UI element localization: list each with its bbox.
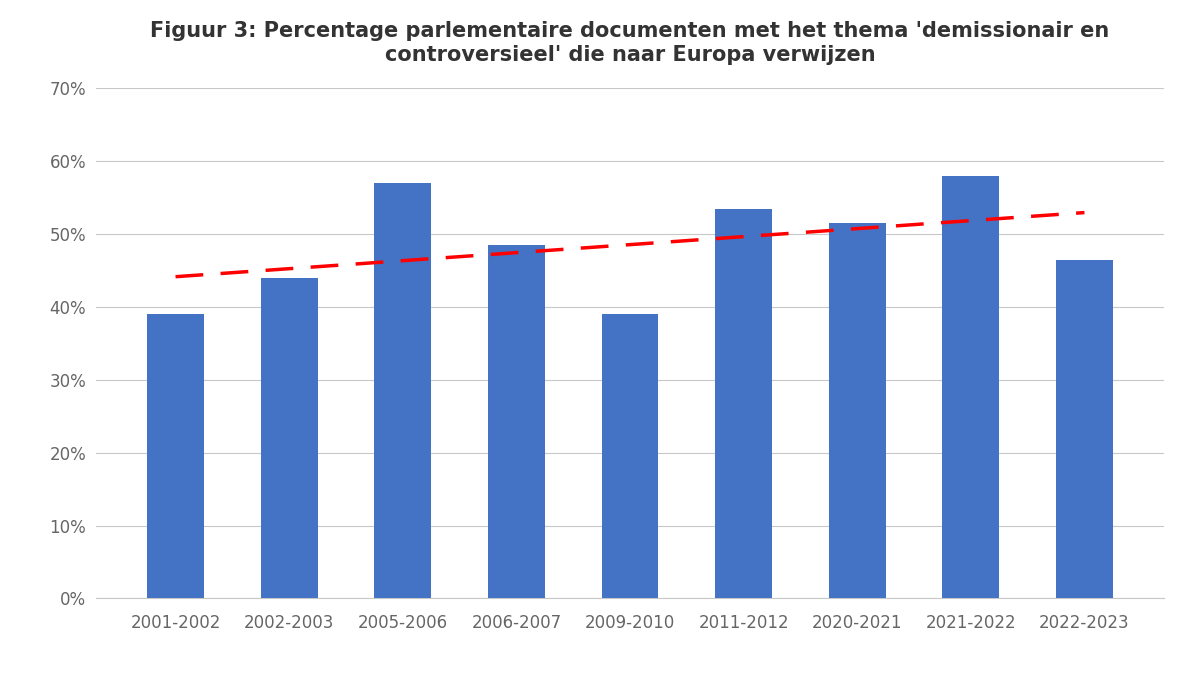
Bar — [488, 245, 545, 598]
Bar — [829, 223, 886, 598]
Bar — [148, 314, 204, 598]
Bar — [601, 314, 659, 598]
Title: Figuur 3: Percentage parlementaire documenten met het thema 'demissionair en
con: Figuur 3: Percentage parlementaire docum… — [150, 22, 1110, 65]
Bar — [260, 278, 318, 598]
Bar — [374, 183, 431, 598]
Bar — [1056, 260, 1112, 598]
Bar — [715, 209, 772, 598]
Bar — [942, 176, 1000, 598]
